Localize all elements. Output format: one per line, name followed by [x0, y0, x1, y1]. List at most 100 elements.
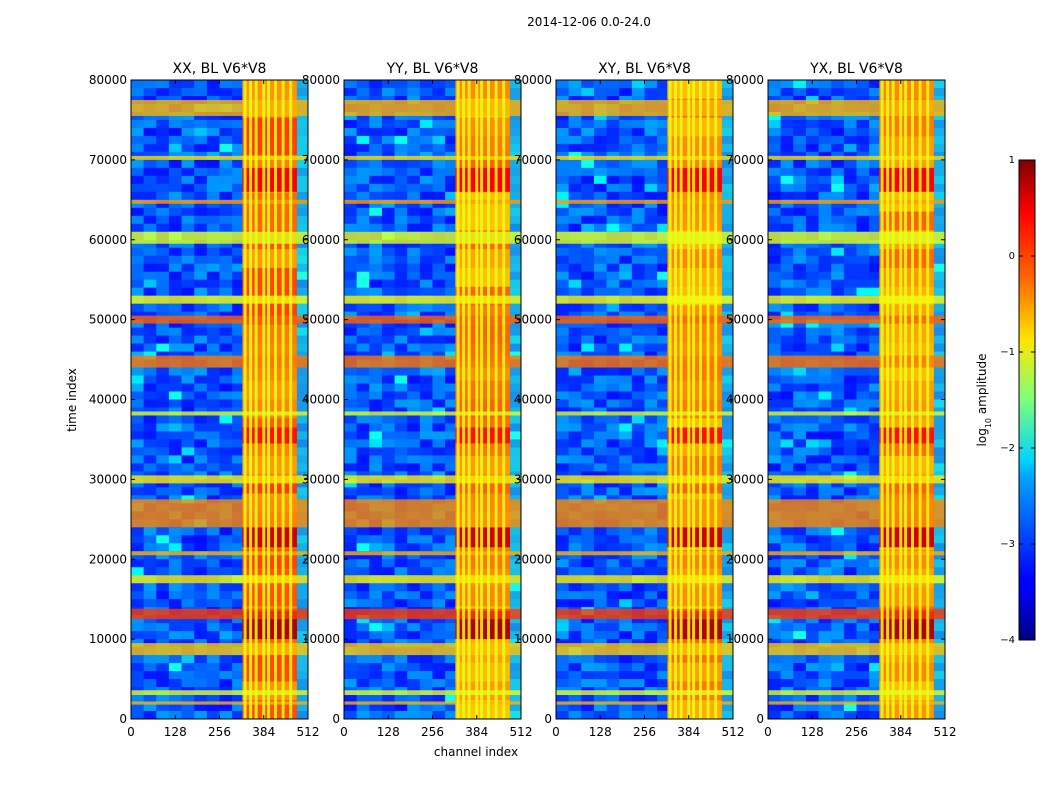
heatmap-cell [419, 215, 433, 225]
heatmap-cell [831, 559, 845, 568]
heatmap-cell [793, 127, 807, 137]
heatmap-cell [631, 703, 645, 712]
heatmap-cell [780, 215, 794, 225]
heatmap-cell [369, 375, 383, 385]
heatmap-cell [356, 391, 370, 400]
heatmap-cell [232, 199, 246, 209]
heatmap-cell [369, 215, 383, 225]
heatmap-cell [768, 127, 782, 137]
heatmap-cell [556, 479, 570, 488]
heatmap-cell [394, 423, 408, 432]
heatmap-cell [407, 599, 421, 608]
heatmap-cell [793, 399, 807, 408]
heatmap-cell [780, 143, 794, 153]
heatmap-cell [657, 263, 671, 273]
heatmap-cell [843, 367, 857, 377]
heatmap-cell [556, 143, 570, 153]
heatmap-cell [793, 247, 807, 257]
heatmap-cell [131, 423, 145, 432]
heatmap-cell [432, 479, 446, 488]
heatmap-cell [805, 447, 820, 456]
heatmap-cell [843, 567, 857, 576]
heatmap-cell [818, 271, 832, 281]
heatmap-cell [168, 671, 183, 680]
heatmap-cell [356, 111, 370, 121]
heatmap-cell [131, 591, 145, 600]
heatmap-cell [568, 703, 582, 712]
heatmap-cell [206, 567, 220, 576]
heatmap-cell [780, 423, 794, 432]
heatmap-cell [432, 199, 446, 209]
heatmap-cell [344, 223, 358, 233]
heatmap-cell [831, 223, 845, 233]
heatmap-cell [793, 223, 807, 233]
heatmap-cell [657, 80, 671, 89]
heatmap-cell [131, 87, 145, 97]
heatmap-cell [793, 711, 807, 719]
heatmap-cell [344, 591, 358, 600]
heatmap-cell [793, 183, 807, 193]
heatmap-cell [831, 399, 845, 408]
heatmap-cell [445, 319, 459, 329]
heatmap-cell [805, 303, 820, 313]
heatmap-cell [131, 679, 145, 688]
heatmap-cell [869, 583, 883, 592]
heatmap-cell [780, 255, 794, 265]
heatmap-cell [805, 479, 820, 488]
y-tick-label: 70000 [302, 153, 340, 167]
y-tick-label: 80000 [726, 73, 764, 87]
heatmap-cell [143, 279, 157, 289]
heatmap-cell [631, 415, 645, 424]
heatmap-cell [445, 343, 459, 353]
heatmap-cell [131, 215, 145, 225]
heatmap-cell [181, 591, 195, 600]
heatmap-cell [394, 583, 408, 592]
heatmap-cell [232, 335, 246, 345]
heatmap-cell [856, 695, 870, 704]
heatmap-cell [232, 167, 246, 177]
heatmap-cell [593, 175, 608, 185]
y-tick-label: 80000 [89, 73, 127, 87]
heatmap-cell [369, 191, 383, 201]
heatmap-cell [606, 111, 620, 121]
heatmap-cell [856, 431, 870, 440]
heatmap-cell [843, 135, 857, 145]
heatmap-cell [805, 207, 820, 217]
heatmap-cell [156, 423, 170, 432]
heatmap-cell [606, 167, 620, 177]
heatmap-cell [818, 143, 832, 153]
heatmap-cell [168, 167, 183, 177]
heatmap-cell [581, 695, 595, 704]
heatmap-cell [869, 175, 883, 185]
heatmap-cell [869, 559, 883, 568]
heatmap-cell [793, 583, 807, 592]
heatmap-cell [131, 695, 145, 704]
channel-line [243, 80, 247, 719]
heatmap-cell [206, 287, 220, 297]
heatmap-cell [818, 167, 832, 177]
heatmap-cell [381, 463, 396, 472]
heatmap-cell [619, 615, 633, 624]
heatmap-cell [768, 367, 782, 377]
heatmap-cell [168, 247, 183, 257]
heatmap-cell [445, 703, 459, 712]
heatmap-cell [657, 615, 671, 624]
heatmap-cell [818, 423, 832, 432]
x-tick-label: 256 [633, 725, 656, 739]
heatmap-cell [657, 247, 671, 257]
heatmap-cell [780, 599, 794, 608]
heatmap-cell [780, 631, 794, 640]
heatmap-cell [131, 655, 145, 664]
heatmap-cell [194, 87, 208, 97]
y-tick-label: 20000 [726, 552, 764, 566]
heatmap-cell [818, 567, 832, 576]
heatmap-cell [445, 207, 459, 217]
heatmap-cell [219, 367, 233, 377]
heatmap-cell [568, 375, 582, 385]
heatmap-cell [432, 551, 446, 560]
heatmap-cell [369, 679, 383, 688]
heatmap-cell [568, 343, 582, 353]
time-band [131, 99, 308, 116]
heatmap-cell [657, 487, 671, 496]
heatmap-cell [780, 367, 794, 377]
